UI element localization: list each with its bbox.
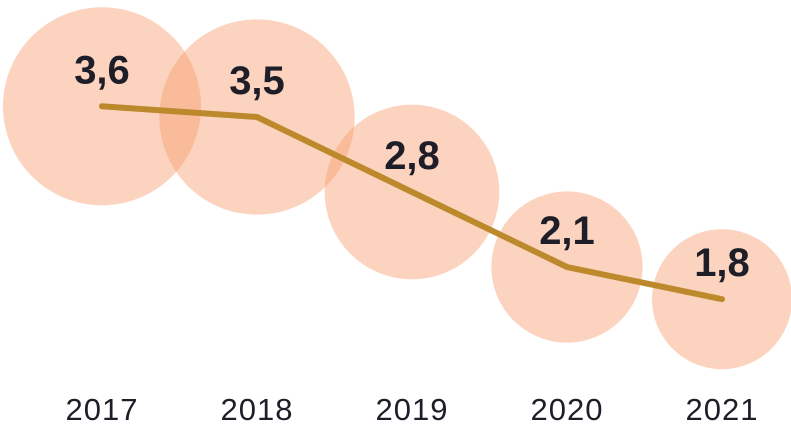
x-axis-label-2019: 2019 [376, 392, 449, 425]
value-label-2020: 2,1 [539, 209, 595, 253]
value-label-2017: 3,6 [74, 48, 130, 92]
x-axis-label-2021: 2021 [686, 392, 759, 425]
trend-line-group [99, 103, 725, 303]
x-axis-label-2020: 2020 [531, 392, 604, 425]
value-label-2019: 2,8 [384, 134, 440, 178]
x-axis-labels-group: 2017 2018 2019 2020 2021 [66, 392, 759, 425]
value-label-2021: 1,8 [694, 241, 750, 285]
x-axis-label-2018: 2018 [221, 392, 294, 425]
trend-line [99, 103, 725, 303]
x-axis-label-2017: 2017 [66, 392, 139, 425]
value-label-2018: 3,5 [229, 59, 285, 103]
value-labels-group: 3,6 3,5 2,8 2,1 1,8 [74, 48, 750, 285]
